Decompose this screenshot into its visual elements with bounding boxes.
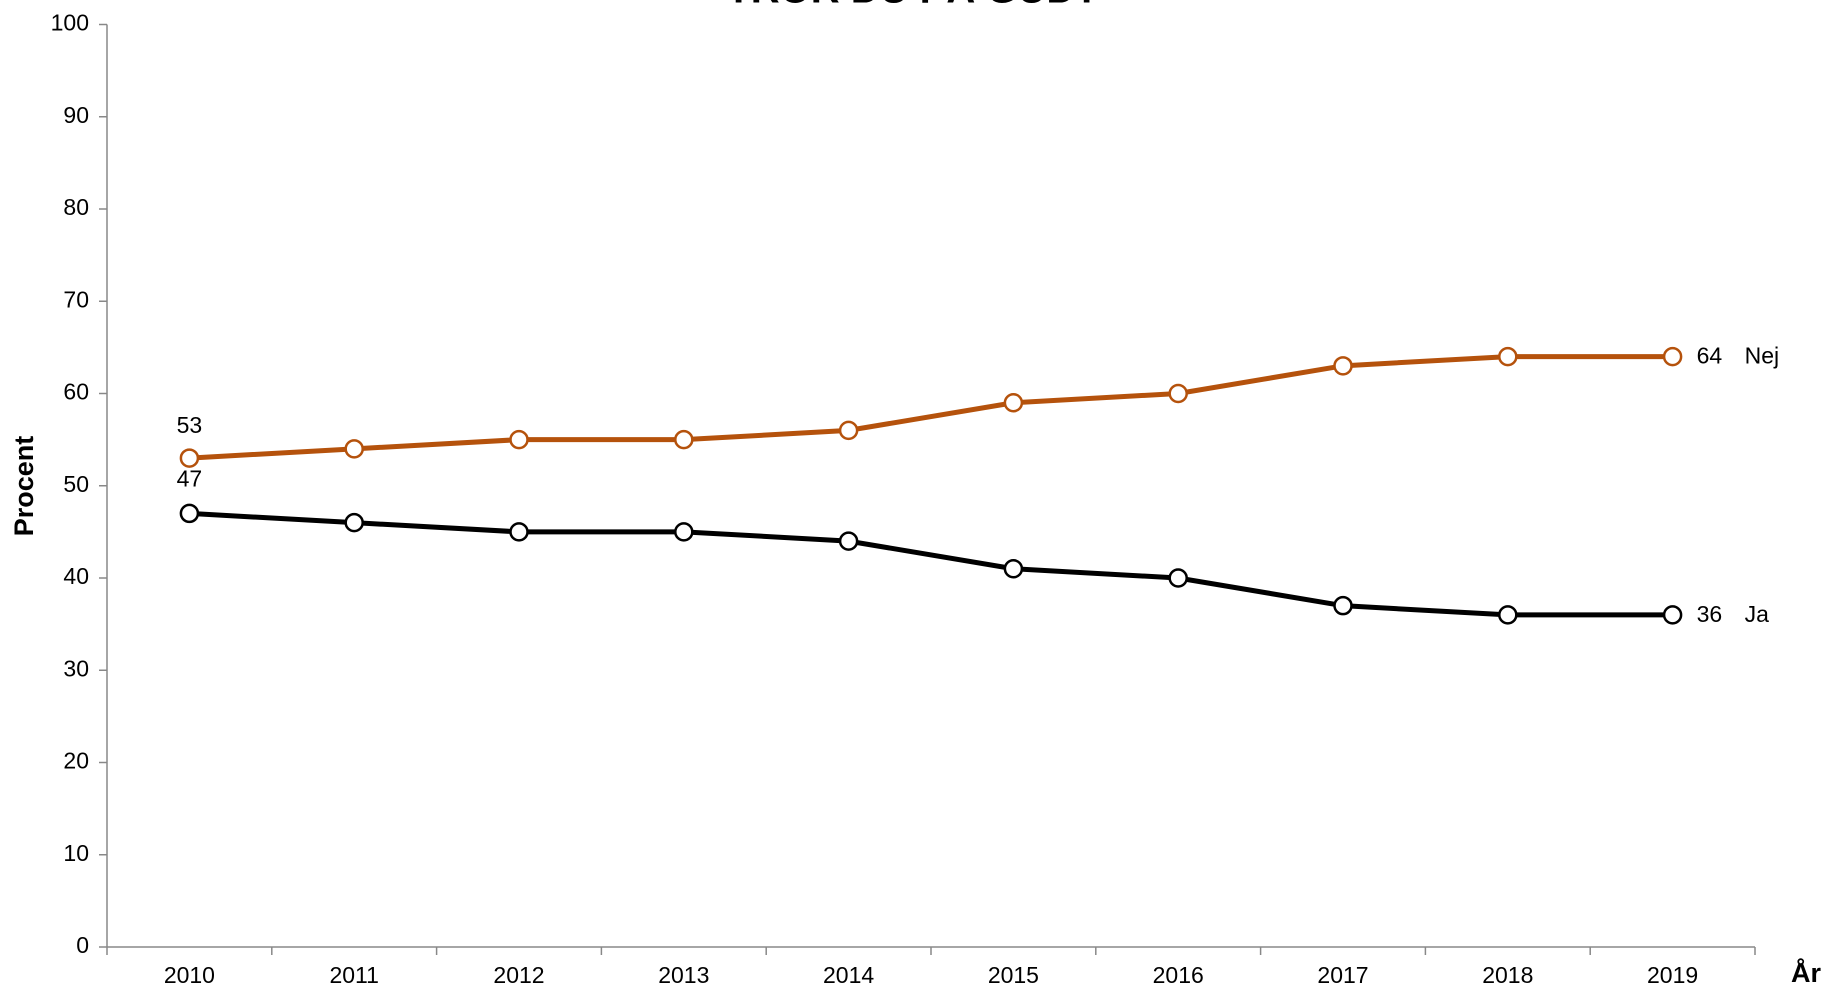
data-point [509,522,529,542]
x-tick-label: 2014 [823,962,874,988]
data-label: 36 [1697,601,1723,627]
y-tick-label: 50 [63,471,89,497]
data-point [179,448,200,468]
legend-label: Nej [1745,343,1780,369]
data-label: 47 [177,466,203,492]
x-tick-label: 2016 [1153,962,1204,988]
data-label: 53 [177,412,203,438]
y-tick-label: 20 [63,748,89,774]
y-tick-label: 30 [63,655,89,681]
y-tick-label: 10 [63,840,89,866]
data-point [344,512,364,533]
x-axis-label: År [1791,957,1821,988]
chart-title: TROR DU PÅ GUD? [726,0,1099,12]
data-point [1003,559,1024,579]
x-tick-label: 2013 [658,962,709,988]
data-point [179,503,200,524]
y-tick-label: 40 [63,563,89,589]
x-tick-label: 2011 [329,962,378,988]
legend-label: Ja [1745,601,1770,627]
x-tick-label: 2012 [493,962,544,988]
y-axis-label: Procent [9,436,39,537]
x-tick-label: 2010 [164,962,215,988]
data-point [1498,346,1518,367]
x-tick-label: 2017 [1317,962,1368,988]
y-tick-label: 70 [63,286,89,312]
series-line [189,354,1673,461]
data-point [1168,568,1188,588]
data-point [1333,595,1353,616]
data-point [509,429,529,450]
x-tick-label: 2015 [988,962,1039,988]
series-line [189,510,1673,618]
y-tick-label: 60 [63,379,89,405]
data-point [838,420,859,441]
data-point [1498,605,1518,625]
x-tick-label: 2018 [1482,962,1533,988]
y-tick-label: 100 [51,10,89,36]
y-tick-label: 80 [63,194,89,220]
data-point [1662,605,1683,625]
x-tick-label: 2019 [1647,962,1698,988]
data-point [838,531,859,551]
data-point [674,429,694,450]
data-label: 64 [1697,343,1723,369]
data-point [1662,346,1683,367]
data-point [344,439,364,459]
data-point [1333,356,1353,376]
data-point [1168,383,1188,404]
data-point [1003,392,1024,413]
data-point [674,522,694,542]
y-tick-label: 0 [76,932,89,958]
y-tick-label: 90 [63,102,89,128]
